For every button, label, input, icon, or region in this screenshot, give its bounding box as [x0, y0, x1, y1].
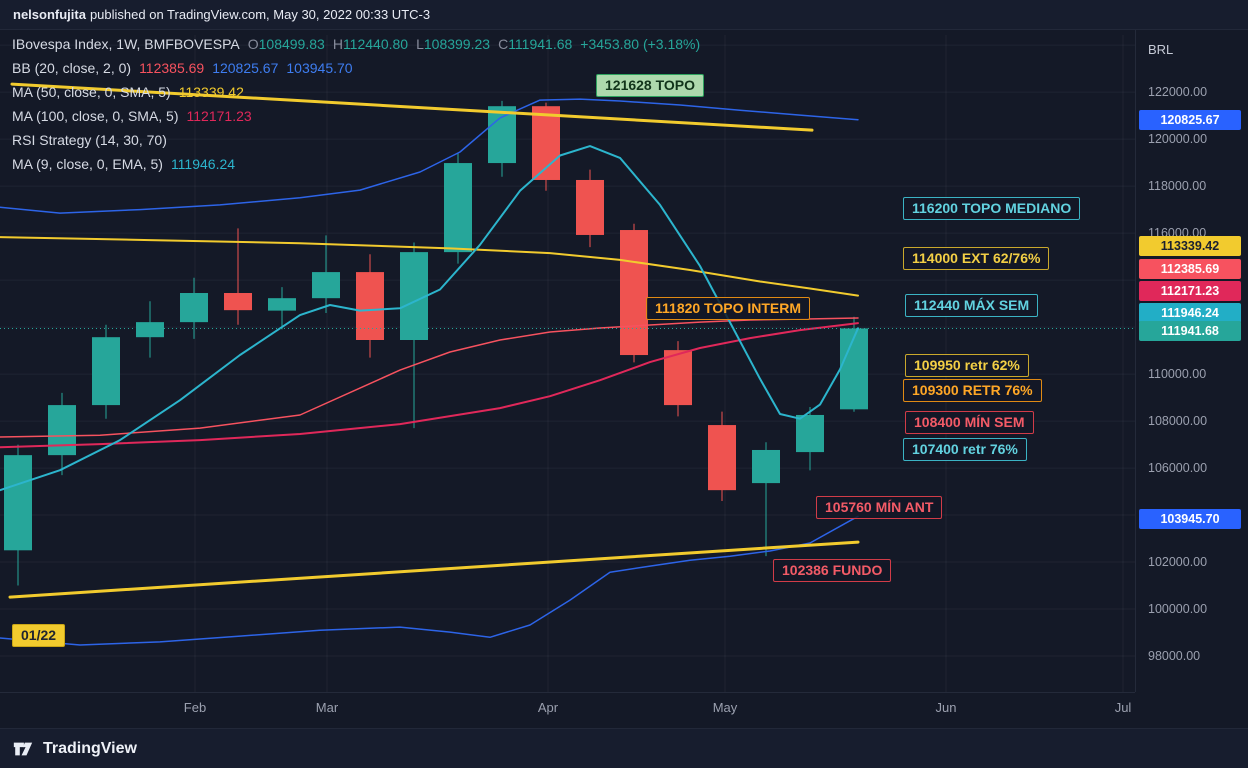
- publisher-username: nelsonfujita: [13, 7, 86, 22]
- lower-trendline[interactable]: [8, 540, 860, 599]
- price-tick-label: 106000.00: [1148, 461, 1208, 476]
- tradingview-logo-icon[interactable]: [12, 738, 34, 760]
- ohlc-l: L108399.23: [416, 36, 491, 52]
- month-label: May: [712, 700, 738, 715]
- indicator-row[interactable]: BB (20, close, 2, 0) 112385.69 120825.67 10…: [12, 56, 700, 80]
- chart-legend: IBovespa Index, 1W, BMFBOVESPA O108499.8…: [12, 32, 700, 176]
- candle-body: [796, 414, 824, 453]
- indicator-row[interactable]: RSI Strategy (14, 30, 70): [12, 128, 700, 152]
- price-annotation[interactable]: 108400 MÍN SEM: [905, 411, 1034, 434]
- month-label: Feb: [183, 700, 207, 715]
- price-annotation[interactable]: 107400 retr 76%: [903, 438, 1027, 461]
- indicator-label: MA (50, close, 0, SMA, 5): [12, 84, 171, 100]
- indicator-value: 111946.24: [170, 156, 236, 172]
- symbol-title: IBovespa Index, 1W, BMFBOVESPA: [12, 36, 240, 52]
- indicator-value: 112171.23: [186, 108, 252, 124]
- change-value: +3453.80 (+3.18%): [580, 36, 701, 52]
- indicator-value: 113339.42: [178, 84, 244, 100]
- indicator-label: BB (20, close, 2, 0): [12, 60, 132, 76]
- price-tick-label: 122000.00: [1148, 85, 1208, 100]
- candle-body: [312, 272, 340, 299]
- indicator-rows: BB (20, close, 2, 0) 112385.69 120825.67 10…: [12, 56, 700, 176]
- candle-body: [752, 449, 780, 484]
- ohlc-o: O108499.83: [247, 36, 325, 52]
- indicator-row[interactable]: MA (50, close, 0, SMA, 5) 113339.42: [12, 80, 700, 104]
- price-annotation[interactable]: 109950 retr 62%: [905, 354, 1029, 377]
- bb-lower-line: [0, 515, 859, 646]
- price-tick-label: 108000.00: [1148, 414, 1208, 429]
- price-annotation[interactable]: 112440 MÁX SEM: [905, 294, 1039, 317]
- candle-body: [356, 272, 384, 341]
- price-annotation[interactable]: 116200 TOPO MEDIANO: [903, 197, 1081, 220]
- candle-body: [4, 455, 32, 551]
- price-annotation[interactable]: 114000 EXT 62/76%: [903, 247, 1050, 270]
- price-badge: 111946.24: [1139, 303, 1241, 323]
- candle-body: [664, 350, 692, 406]
- publish-info: published on TradingView.com, May 30, 20…: [89, 7, 431, 22]
- candle-body: [840, 328, 868, 410]
- candle-body: [180, 293, 208, 323]
- bb-basis-line: [0, 317, 859, 438]
- price-badge: 111941.68: [1139, 321, 1241, 341]
- ma-50-line: [0, 236, 859, 297]
- ohlc-values: O108499.83 H112440.80 L108399.23 C111941.68: [248, 36, 573, 52]
- currency-label: BRL: [1148, 42, 1174, 57]
- candle-body: [708, 425, 736, 491]
- candle-body: [136, 322, 164, 338]
- price-annotation[interactable]: 105760 MÍN ANT: [816, 496, 943, 519]
- ema-9-line: [0, 145, 859, 492]
- ohlc-c: C111941.68: [498, 36, 573, 52]
- time-axis[interactable]: Feb Mar Apr May Jun Jul: [0, 692, 1135, 729]
- publish-bar: nelsonfujita published on TradingView.co…: [0, 0, 1248, 30]
- price-tick-label: 98000.00: [1148, 649, 1201, 664]
- candle-body: [488, 106, 516, 164]
- price-annotation[interactable]: 111820 TOPO INTERM: [646, 297, 811, 320]
- indicator-value: 120825.67: [212, 60, 279, 76]
- candle-body: [92, 337, 120, 406]
- price-badge: 112385.69: [1139, 259, 1241, 279]
- price-tick-label: 120000.00: [1148, 132, 1208, 147]
- indicator-value: 112385.69: [139, 60, 205, 76]
- price-tick-label: 110000.00: [1148, 367, 1207, 382]
- price-badge: 103945.70: [1139, 509, 1241, 529]
- bb-upper-line: [0, 98, 859, 214]
- price-badge: 112171.23: [1139, 281, 1241, 301]
- price-annotation[interactable]: 102386 FUNDO: [773, 559, 892, 582]
- price-badge: 113339.42: [1139, 236, 1241, 256]
- month-label: Apr: [537, 700, 559, 715]
- month-label: Jul: [1114, 700, 1132, 715]
- price-axis[interactable]: BRL 122000.00 120000.00 118000.00 116000.00…: [1135, 30, 1248, 692]
- price-annotation[interactable]: 01/22: [12, 624, 66, 647]
- symbol-row[interactable]: IBovespa Index, 1W, BMFBOVESPA O108499.8…: [12, 32, 700, 56]
- brand-name[interactable]: TradingView: [43, 739, 137, 757]
- ohlc-h: H112440.80: [332, 36, 409, 52]
- candle-body: [444, 163, 472, 253]
- candle-body: [268, 298, 296, 311]
- indicator-row[interactable]: MA (9, close, 0, EMA, 5) 111946.24: [12, 152, 700, 176]
- month-label: Jun: [935, 700, 957, 715]
- candle-body: [400, 252, 428, 341]
- indicator-label: MA (100, close, 0, SMA, 5): [12, 108, 179, 124]
- footer-bar: TradingView: [0, 728, 1248, 768]
- indicator-label: RSI Strategy (14, 30, 70): [12, 132, 167, 148]
- price-annotation[interactable]: 121628 TOPO: [596, 74, 705, 97]
- indicator-row[interactable]: MA (100, close, 0, SMA, 5) 112171.23: [12, 104, 700, 128]
- price-tick-label: 100000.00: [1148, 602, 1208, 617]
- indicator-label: MA (9, close, 0, EMA, 5): [12, 156, 163, 172]
- price-tick-label: 102000.00: [1148, 555, 1208, 570]
- month-label: Mar: [315, 700, 339, 715]
- ma-100-line: [0, 322, 859, 449]
- price-badge: 120825.67: [1139, 110, 1241, 130]
- candle-body: [576, 179, 604, 235]
- price-tick-label: 118000.00: [1148, 179, 1207, 194]
- candle-body: [620, 230, 648, 356]
- price-annotation[interactable]: 109300 RETR 76%: [903, 379, 1042, 402]
- indicator-value: 103945.70: [286, 60, 353, 76]
- upper-trendline[interactable]: [10, 82, 814, 132]
- candle-body: [224, 293, 252, 311]
- candle-body: [48, 405, 76, 456]
